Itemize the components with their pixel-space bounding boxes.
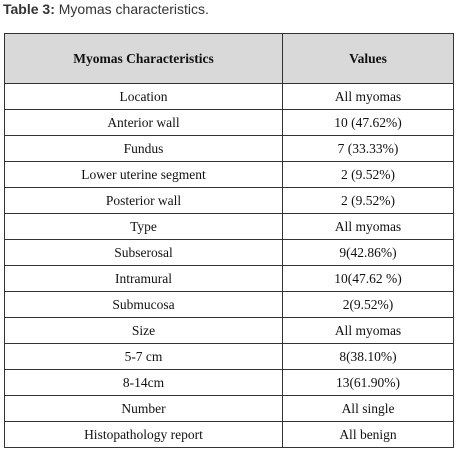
table-row: Posterior wall 2 (9.52%): [4, 187, 454, 214]
characteristic-cell: Lower uterine segment: [4, 161, 283, 188]
characteristic-cell: Anterior wall: [4, 109, 283, 136]
value-cell: All myomas: [282, 83, 454, 110]
table-row: 5-7 cm 8(38.10%): [4, 343, 454, 370]
myomas-table: Myomas Characteristics Values Location Al…: [4, 33, 454, 448]
table-row: Subserosal 9(42.86%): [4, 239, 454, 266]
characteristic-cell: Number: [4, 395, 283, 422]
characteristic-cell: 5-7 cm: [4, 343, 283, 370]
characteristic-cell: Posterior wall: [4, 187, 283, 214]
value-cell: All benign: [282, 421, 454, 448]
characteristic-cell: Histopathology report: [4, 421, 283, 448]
table-caption: Table 3: Myomas characteristics.: [3, 1, 209, 17]
characteristic-cell: Subserosal: [4, 239, 283, 266]
characteristic-cell: 8-14cm: [4, 369, 283, 396]
characteristic-cell: Intramural: [4, 265, 283, 292]
value-cell: 13(61.90%): [282, 369, 454, 396]
value-cell: 7 (33.33%): [282, 135, 454, 162]
value-cell: 9(42.86%): [282, 239, 454, 266]
caption-text: Myomas characteristics.: [54, 1, 209, 17]
table-row: Fundus 7 (33.33%): [4, 135, 454, 162]
value-cell: 2 (9.52%): [282, 187, 454, 214]
characteristic-cell: Submucosa: [4, 291, 283, 318]
table-row: 8-14cm 13(61.90%): [4, 369, 454, 396]
table-row: Number All single: [4, 395, 454, 422]
value-cell: All myomas: [282, 317, 454, 344]
table-row: Size All myomas: [4, 317, 454, 344]
characteristic-cell: Fundus: [4, 135, 283, 162]
column-header-values: Values: [282, 33, 454, 84]
column-header-characteristics: Myomas Characteristics: [4, 33, 283, 84]
characteristic-cell: Location: [4, 83, 283, 110]
table-row: Anterior wall 10 (47.62%): [4, 109, 454, 136]
table-row: Submucosa 2(9.52%): [4, 291, 454, 318]
value-cell: 10(47.62 %): [282, 265, 454, 292]
value-cell: 8(38.10%): [282, 343, 454, 370]
caption-label: Table 3:: [3, 1, 55, 17]
value-cell: 2 (9.52%): [282, 161, 454, 188]
table-header-row: Myomas Characteristics Values: [4, 33, 454, 84]
table-row: Type All myomas: [4, 213, 454, 240]
table-row: Intramural 10(47.62 %): [4, 265, 454, 292]
value-cell: All single: [282, 395, 454, 422]
table-row: Histopathology report All benign: [4, 421, 454, 448]
value-cell: 2(9.52%): [282, 291, 454, 318]
value-cell: All myomas: [282, 213, 454, 240]
characteristic-cell: Size: [4, 317, 283, 344]
table-row: Lower uterine segment 2 (9.52%): [4, 161, 454, 188]
characteristic-cell: Type: [4, 213, 283, 240]
value-cell: 10 (47.62%): [282, 109, 454, 136]
table-row: Location All myomas: [4, 83, 454, 110]
